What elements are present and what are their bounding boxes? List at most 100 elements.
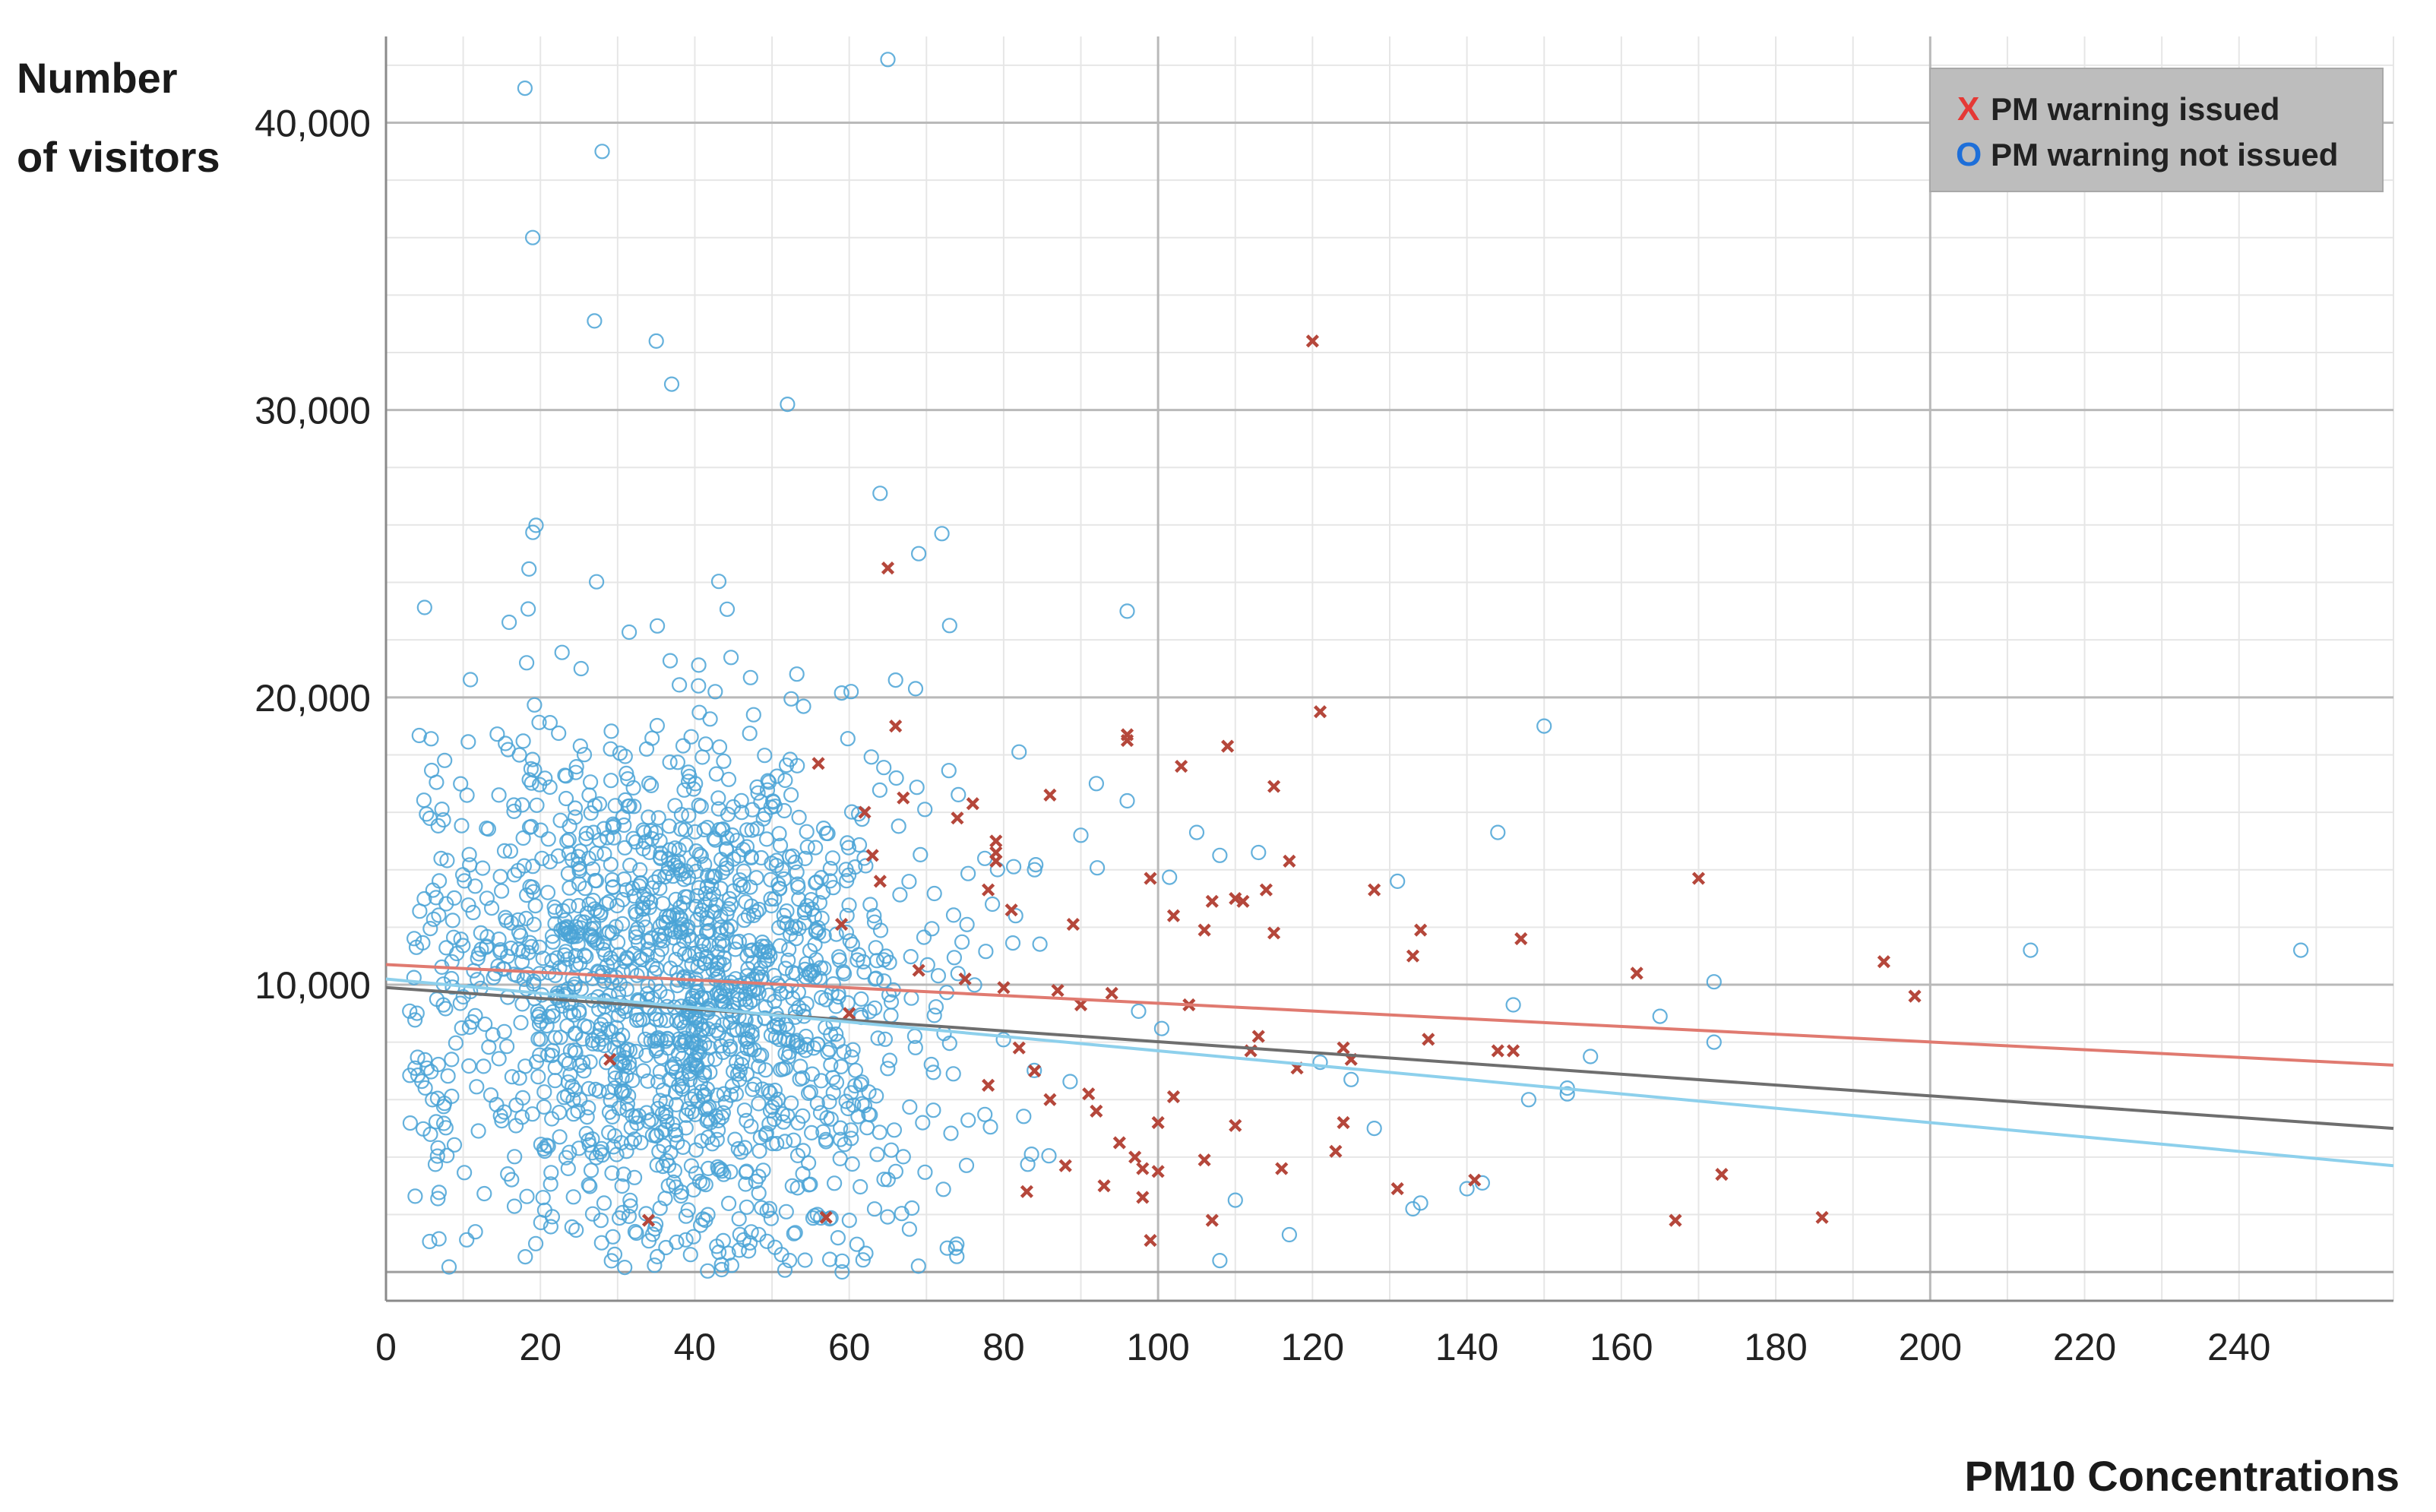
point-not-issued xyxy=(742,726,758,742)
point-not-issued xyxy=(928,999,944,1015)
point-not-issued xyxy=(625,880,641,897)
point-not-issued xyxy=(503,940,519,957)
point-not-issued xyxy=(713,852,729,868)
point-not-issued xyxy=(600,925,615,941)
point-not-issued xyxy=(456,1165,473,1181)
point-not-issued xyxy=(485,1026,501,1043)
point-not-issued xyxy=(625,780,641,796)
point-not-issued xyxy=(758,1127,774,1143)
point-not-issued xyxy=(771,881,787,897)
point-not-issued xyxy=(805,1040,822,1056)
point-not-issued xyxy=(716,1086,732,1102)
point-issued-stroke xyxy=(834,917,849,932)
point-not-issued xyxy=(691,657,707,673)
point-not-issued xyxy=(571,1002,587,1019)
point-not-issued xyxy=(696,821,712,838)
point-issued-stroke xyxy=(1120,728,1134,742)
point-not-issued xyxy=(960,865,976,881)
point-not-issued xyxy=(945,907,962,923)
point-not-issued xyxy=(745,707,761,723)
point-not-issued xyxy=(707,868,723,884)
point-not-issued xyxy=(519,1188,535,1204)
point-not-issued xyxy=(849,952,865,968)
point-not-issued xyxy=(619,1102,635,1118)
point-not-issued xyxy=(1520,1092,1537,1108)
point-not-issued xyxy=(628,1043,644,1060)
x-axis-title: PM10 Concentrations xyxy=(1964,1452,2400,1500)
point-not-issued xyxy=(771,826,787,842)
x-tick-label: 120 xyxy=(1281,1326,1344,1368)
point-not-issued xyxy=(604,1109,621,1125)
point-not-issued xyxy=(555,903,571,919)
point-not-issued xyxy=(547,1030,563,1045)
point-not-issued xyxy=(775,1114,792,1130)
point-not-issued xyxy=(586,916,602,932)
point-not-issued xyxy=(527,1235,544,1251)
point-issued xyxy=(1136,1191,1150,1204)
point-not-issued xyxy=(926,1007,942,1023)
point-not-issued xyxy=(739,1199,755,1215)
point-not-issued xyxy=(615,1027,631,1043)
point-issued-stroke xyxy=(1283,854,1296,868)
point-not-issued xyxy=(517,1248,533,1265)
point-not-issued xyxy=(669,754,686,770)
point-not-issued xyxy=(786,1132,802,1148)
point-issued-stroke xyxy=(843,1007,856,1020)
point-not-issued xyxy=(515,733,531,749)
point-not-issued xyxy=(802,1084,818,1100)
point-not-issued xyxy=(557,912,573,928)
point-not-issued xyxy=(615,1166,632,1182)
point-not-issued xyxy=(571,897,587,914)
point-not-issued xyxy=(652,833,668,849)
point-not-issued xyxy=(476,1185,492,1202)
point-not-issued xyxy=(842,933,858,949)
point-not-issued xyxy=(828,1074,845,1090)
point-not-issued xyxy=(825,1085,841,1101)
point-issued-stroke xyxy=(1221,739,1235,753)
point-issued xyxy=(1197,923,1211,937)
point-not-issued xyxy=(688,1020,704,1036)
point-not-issued xyxy=(910,1258,926,1274)
point-not-issued xyxy=(851,837,868,853)
point-not-issued xyxy=(473,925,489,941)
point-not-issued xyxy=(644,1127,661,1143)
point-not-issued xyxy=(655,1082,672,1099)
point-not-issued xyxy=(1188,824,1205,840)
point-issued-stroke xyxy=(1197,923,1211,937)
point-issued xyxy=(1112,1136,1126,1150)
point-issued xyxy=(1691,871,1706,885)
point-not-issued xyxy=(823,1057,839,1073)
point-not-issued xyxy=(635,1063,651,1079)
point-not-issued xyxy=(430,1191,446,1207)
point-issued xyxy=(982,883,995,897)
point-issued-stroke xyxy=(819,1210,833,1224)
point-not-issued xyxy=(895,1149,911,1165)
point-not-issued xyxy=(438,1001,454,1017)
point-issued xyxy=(1043,1093,1057,1106)
point-not-issued xyxy=(416,599,432,615)
point-not-issued xyxy=(657,1191,673,1207)
point-not-issued xyxy=(623,1119,639,1136)
point-not-issued xyxy=(1088,776,1105,792)
point-not-issued xyxy=(833,1058,849,1075)
point-not-issued xyxy=(539,884,556,900)
point-not-issued xyxy=(587,313,603,329)
point-not-issued xyxy=(715,1044,731,1061)
point-not-issued xyxy=(647,1257,663,1273)
point-issued-stroke xyxy=(958,972,972,986)
point-issued-stroke xyxy=(889,720,903,733)
point-issued xyxy=(641,1213,656,1227)
point-not-issued xyxy=(542,714,558,731)
point-issued-stroke xyxy=(1027,1064,1042,1078)
point-not-issued xyxy=(840,840,857,856)
point-not-issued xyxy=(774,1106,790,1122)
point-not-issued xyxy=(576,747,593,763)
point-not-issued xyxy=(625,1108,641,1124)
y-tick-label: 30,000 xyxy=(255,390,371,432)
point-not-issued xyxy=(640,985,656,1001)
point-not-issued xyxy=(796,915,812,931)
point-not-issued xyxy=(631,1012,648,1028)
point-issued-stroke xyxy=(1491,1044,1504,1058)
point-not-issued xyxy=(742,669,758,685)
